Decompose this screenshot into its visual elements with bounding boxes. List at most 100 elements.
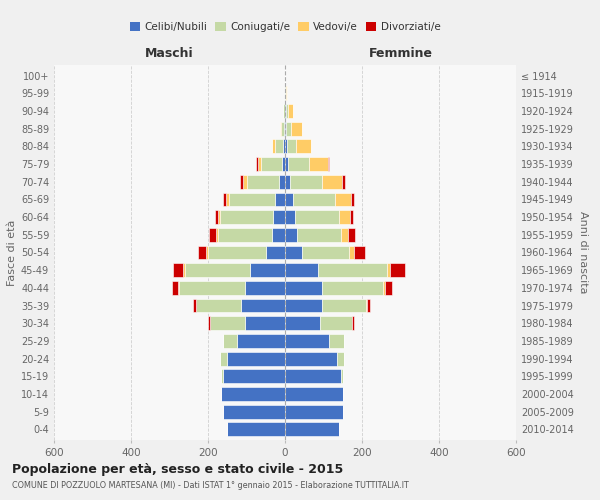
Bar bbox=[285, 422, 339, 436]
Bar bbox=[322, 298, 366, 312]
Bar bbox=[286, 86, 287, 100]
Bar bbox=[281, 122, 284, 136]
Bar bbox=[206, 246, 208, 260]
Bar bbox=[284, 122, 285, 136]
Bar bbox=[302, 246, 349, 260]
Bar bbox=[227, 352, 285, 366]
Bar bbox=[223, 370, 285, 383]
Bar bbox=[287, 140, 296, 153]
Bar bbox=[352, 316, 354, 330]
Bar bbox=[241, 298, 285, 312]
Bar bbox=[193, 298, 196, 312]
Bar bbox=[350, 210, 353, 224]
Bar bbox=[223, 192, 226, 206]
Bar bbox=[337, 352, 344, 366]
Bar bbox=[198, 246, 206, 260]
Bar bbox=[215, 210, 218, 224]
Bar bbox=[328, 157, 329, 171]
Bar bbox=[218, 210, 220, 224]
Bar bbox=[274, 210, 285, 224]
Bar bbox=[339, 210, 350, 224]
Bar bbox=[245, 316, 285, 330]
Bar bbox=[285, 281, 322, 295]
Bar bbox=[179, 281, 245, 295]
Bar bbox=[309, 157, 328, 171]
Bar bbox=[285, 387, 343, 401]
Bar bbox=[285, 122, 286, 136]
Bar bbox=[178, 281, 179, 295]
Text: Maschi: Maschi bbox=[145, 46, 194, 60]
Bar bbox=[272, 228, 285, 241]
Bar bbox=[209, 228, 216, 241]
Bar bbox=[216, 228, 218, 241]
Bar bbox=[285, 104, 286, 118]
Bar bbox=[247, 175, 279, 188]
Bar bbox=[245, 281, 285, 295]
Bar bbox=[223, 405, 285, 418]
Bar bbox=[283, 140, 285, 153]
Bar bbox=[285, 86, 286, 100]
Bar bbox=[291, 122, 302, 136]
Bar bbox=[244, 175, 247, 188]
Bar bbox=[351, 192, 354, 206]
Bar bbox=[329, 334, 344, 348]
Bar bbox=[227, 422, 285, 436]
Bar bbox=[322, 281, 383, 295]
Legend: Celibi/Nubili, Coniugati/e, Vedovi/e, Divorziati/e: Celibi/Nubili, Coniugati/e, Vedovi/e, Di… bbox=[125, 18, 445, 36]
Bar bbox=[266, 246, 285, 260]
Bar bbox=[383, 281, 385, 295]
Bar bbox=[348, 228, 355, 241]
Bar bbox=[261, 157, 282, 171]
Bar bbox=[285, 370, 341, 383]
Bar bbox=[341, 228, 348, 241]
Bar bbox=[173, 264, 184, 277]
Bar bbox=[367, 298, 370, 312]
Bar bbox=[257, 157, 261, 171]
Bar bbox=[208, 316, 210, 330]
Bar bbox=[288, 157, 309, 171]
Bar bbox=[241, 175, 244, 188]
Bar bbox=[250, 264, 285, 277]
Bar bbox=[288, 104, 293, 118]
Bar bbox=[279, 175, 285, 188]
Bar bbox=[237, 334, 285, 348]
Bar bbox=[320, 316, 352, 330]
Bar bbox=[226, 192, 229, 206]
Bar bbox=[285, 246, 302, 260]
Bar bbox=[285, 140, 287, 153]
Bar bbox=[322, 175, 343, 188]
Bar bbox=[349, 246, 354, 260]
Bar bbox=[286, 104, 288, 118]
Bar bbox=[387, 264, 390, 277]
Bar bbox=[280, 122, 281, 136]
Bar bbox=[385, 281, 392, 295]
Bar bbox=[296, 228, 341, 241]
Bar bbox=[223, 334, 237, 348]
Bar bbox=[220, 210, 274, 224]
Bar bbox=[172, 281, 178, 295]
Bar bbox=[285, 264, 318, 277]
Bar bbox=[285, 298, 322, 312]
Bar bbox=[229, 192, 275, 206]
Bar bbox=[335, 192, 351, 206]
Text: Femmine: Femmine bbox=[368, 46, 433, 60]
Bar bbox=[272, 140, 275, 153]
Bar bbox=[285, 175, 290, 188]
Bar bbox=[295, 210, 339, 224]
Bar bbox=[282, 157, 285, 171]
Text: Popolazione per età, sesso e stato civile - 2015: Popolazione per età, sesso e stato civil… bbox=[12, 462, 343, 475]
Bar bbox=[296, 140, 311, 153]
Bar bbox=[285, 334, 329, 348]
Bar bbox=[256, 157, 257, 171]
Bar bbox=[283, 104, 285, 118]
Bar bbox=[366, 298, 367, 312]
Y-axis label: Anni di nascita: Anni di nascita bbox=[578, 211, 587, 294]
Bar bbox=[210, 316, 245, 330]
Bar bbox=[221, 370, 223, 383]
Bar bbox=[184, 264, 185, 277]
Bar bbox=[275, 192, 285, 206]
Bar bbox=[208, 246, 266, 260]
Bar bbox=[354, 246, 365, 260]
Bar bbox=[218, 228, 272, 241]
Bar bbox=[221, 387, 285, 401]
